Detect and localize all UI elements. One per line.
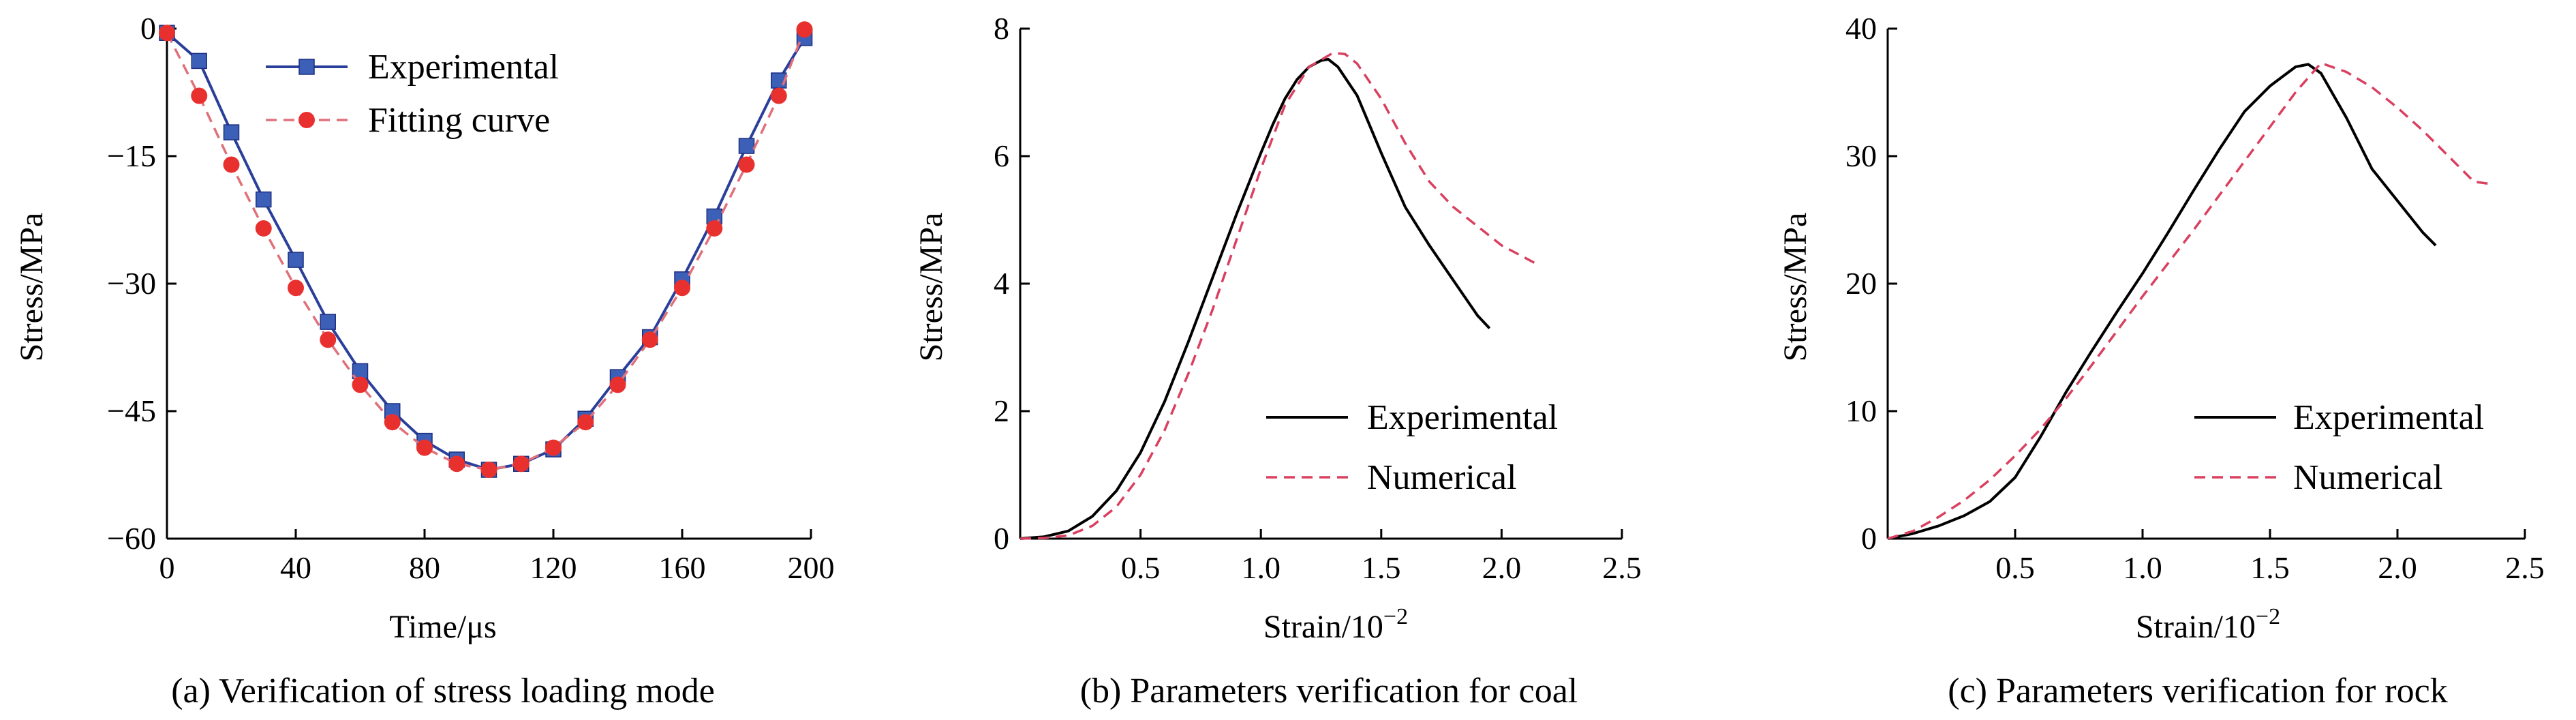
- x-tick-label: 1.5: [2250, 550, 2290, 585]
- y-axis-label: Stress/MPa: [14, 213, 50, 362]
- data-point-circle: [609, 376, 626, 393]
- y-tick-label: 0: [140, 11, 156, 46]
- x-tick-label: 0: [159, 550, 175, 585]
- data-point-circle: [480, 462, 497, 479]
- y-tick-label: −15: [107, 138, 156, 173]
- y-tick-label: −60: [107, 521, 156, 556]
- data-point-square: [223, 124, 240, 140]
- series-line-1: [1019, 57, 1491, 540]
- legend-marker-square: [298, 59, 315, 75]
- x-axis-label-exponent: −2: [2256, 604, 2280, 629]
- data-point-circle: [770, 87, 787, 104]
- x-tick-label: 200: [788, 550, 835, 585]
- legend-label: Experimental: [1367, 398, 1558, 437]
- data-point-circle: [352, 376, 369, 393]
- data-point-circle: [191, 87, 208, 104]
- series-line-1: [1887, 63, 2437, 540]
- x-tick-label: 1.5: [1362, 550, 1401, 585]
- x-tick-label: 120: [530, 550, 577, 585]
- data-point-circle: [641, 331, 658, 348]
- x-tick-label: 160: [659, 550, 706, 585]
- x-tick-label: 40: [280, 550, 311, 585]
- x-tick-label: 1.0: [1241, 550, 1281, 585]
- data-point-circle: [545, 439, 562, 456]
- y-axis-label: Stress/MPa: [913, 213, 949, 362]
- y-tick-label: 2: [994, 393, 1009, 428]
- legend-label: Numerical: [2293, 458, 2442, 497]
- panel-a: 0 40 80 120 160 200 0 −15 −30 −45 −60 Time/μs Stress…: [14, 11, 835, 710]
- x-tick-label: 0.5: [1121, 550, 1161, 585]
- x-tick-label: 2.0: [1482, 550, 1522, 585]
- series-line-1: [166, 31, 806, 472]
- data-point-circle: [448, 455, 465, 472]
- y-tick-label: 6: [994, 138, 1009, 173]
- data-point-circle: [577, 414, 594, 431]
- data-point-square: [288, 252, 304, 268]
- legend-label: Numerical: [1367, 458, 1516, 497]
- data-point-circle: [738, 156, 755, 173]
- y-tick-label: −45: [107, 393, 156, 428]
- panel-caption: (b) Parameters verification for coal: [1080, 672, 1578, 710]
- legend-marker-circle: [298, 112, 315, 128]
- legend-label: Experimental: [368, 48, 559, 87]
- data-point-square: [256, 191, 272, 208]
- panel-b: 0.5 1.0 1.5 2.0 2.5 0 2 4 6 8 Strain/10−2 Stress/MP…: [913, 11, 1642, 710]
- y-tick-label: 0: [1861, 521, 1877, 556]
- data-point-circle: [288, 280, 304, 297]
- x-tick-label: 80: [409, 550, 440, 585]
- legend-label: Experimental: [2293, 398, 2484, 437]
- y-tick-label: 40: [1845, 11, 1877, 46]
- data-point-circle: [159, 25, 175, 42]
- y-tick-label: 20: [1845, 266, 1877, 301]
- data-point-circle: [255, 220, 272, 237]
- x-tick-label: 2.5: [2505, 550, 2545, 585]
- y-axis-label: Stress/MPa: [1777, 213, 1813, 362]
- x-axis-label-exponent: −2: [1383, 604, 1408, 629]
- data-point-circle: [706, 220, 723, 237]
- x-tick-label: 1.0: [2123, 550, 2162, 585]
- data-point-circle: [796, 21, 813, 38]
- series-line-2: [166, 29, 806, 471]
- data-point-circle: [512, 455, 530, 472]
- data-point-circle: [416, 439, 433, 456]
- y-tick-label: 10: [1845, 393, 1877, 428]
- data-point-circle: [384, 414, 401, 431]
- panel-caption: (c) Parameters verification for rock: [1948, 672, 2447, 710]
- panel-c: 0.5 1.0 1.5 2.0 2.5 0 10 20 30 40 Strain/10−2 Stres…: [1777, 11, 2545, 710]
- y-tick-label: 0: [994, 521, 1009, 556]
- x-tick-label: 2.5: [1602, 550, 1642, 585]
- data-point-square: [320, 314, 336, 330]
- panel-caption: (a) Verification of stress loading mode: [171, 672, 715, 710]
- x-tick-label: 2.0: [2378, 550, 2417, 585]
- x-axis-label: Strain/10−2: [2136, 604, 2280, 645]
- legend-label: Fitting curve: [368, 101, 550, 140]
- data-point-square: [738, 138, 755, 154]
- y-tick-label: 8: [994, 11, 1009, 46]
- data-point-square: [191, 52, 207, 70]
- data-point-circle: [320, 331, 337, 348]
- x-axis-label: Strain/10−2: [1263, 604, 1408, 645]
- y-tick-label: 4: [994, 266, 1009, 301]
- data-point-circle: [223, 156, 240, 173]
- x-tick-label: 0.5: [1995, 550, 2035, 585]
- y-tick-label: −30: [107, 266, 156, 301]
- x-axis-label: Time/μs: [389, 609, 496, 645]
- data-point-circle: [674, 280, 690, 297]
- y-tick-label: 30: [1845, 138, 1877, 173]
- series-line-2: [1019, 51, 1539, 540]
